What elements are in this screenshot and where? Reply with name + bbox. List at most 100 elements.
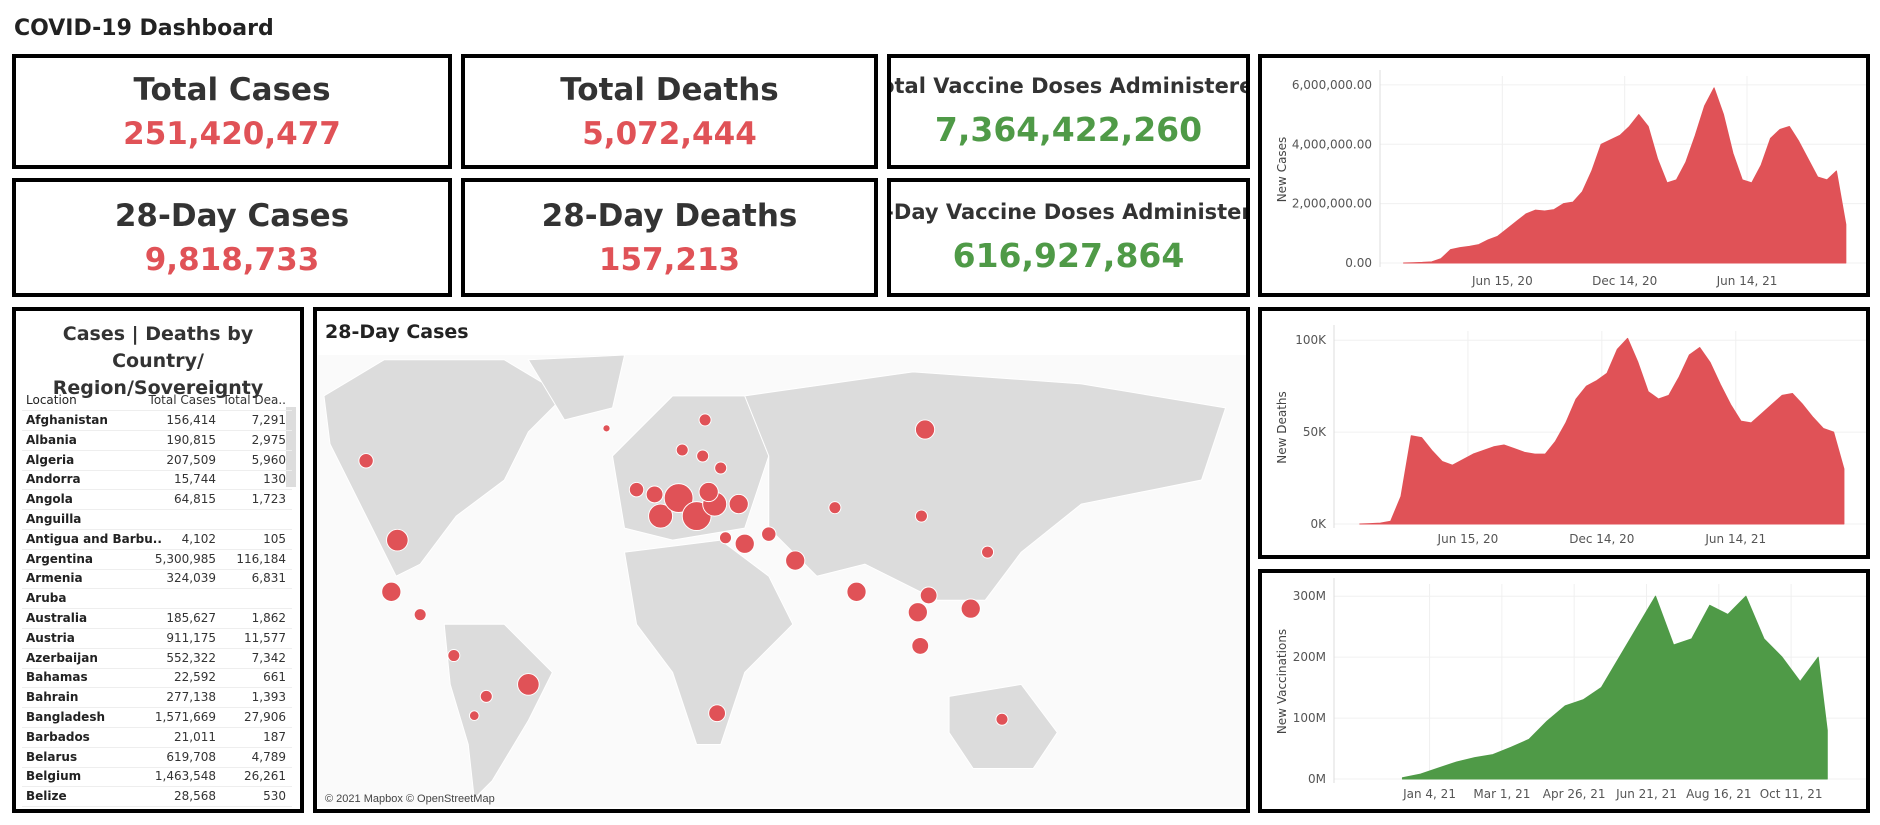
bubble[interactable] (914, 419, 936, 440)
table-cell: 5,960 (251, 452, 286, 467)
x-tick-label: Jun 14, 21 (1704, 532, 1766, 546)
bubble[interactable] (719, 531, 732, 545)
table-cell: 7,291 (251, 413, 286, 427)
table-cell: 116,184 (236, 551, 286, 566)
table-cell: 207,509 (166, 452, 216, 467)
bubble[interactable] (648, 503, 674, 529)
table-cell: Andorra (26, 472, 81, 487)
kpi-card: Total Cases 251,420,477 (12, 54, 452, 169)
table-cell: 277,138 (166, 690, 216, 705)
table-cell: 156,414 (166, 413, 216, 427)
kpi-value: 7,364,422,260 (934, 110, 1203, 149)
table-cell: 911,175 (166, 630, 216, 645)
bubble[interactable] (907, 602, 928, 623)
table-cell: 26,261 (244, 769, 286, 784)
table-row[interactable]: Algeria 207,509 5,960 (22, 450, 292, 471)
bubble[interactable] (479, 689, 493, 703)
table-row[interactable]: Belarus 619,708 4,789 (22, 747, 292, 768)
bubble[interactable] (696, 449, 710, 463)
bubble[interactable] (960, 598, 981, 619)
table-row[interactable]: Andorra 15,744 130 (22, 469, 292, 491)
continent (623, 539, 794, 745)
bubble[interactable] (386, 528, 409, 552)
table-row[interactable]: Antigua and Barbu.. 4,102 105 (22, 529, 292, 550)
bubble[interactable] (358, 453, 374, 469)
table-cell: Antigua and Barbu.. (26, 531, 162, 546)
table-row[interactable]: Bangladesh 1,571,669 27,906 (22, 707, 292, 728)
table-cell: Bahamas (26, 670, 88, 685)
table-row[interactable]: Aruba (22, 588, 292, 610)
table-cell: Australia (26, 611, 88, 625)
bubble[interactable] (698, 413, 712, 427)
bubble[interactable] (728, 493, 749, 515)
continent (948, 683, 1058, 770)
table-row[interactable]: Armenia 324,039 6,831 (22, 568, 292, 590)
table-cell: Austria (26, 630, 75, 645)
table-row[interactable]: Australia 185,627 1,862 (22, 608, 292, 629)
bubble[interactable] (628, 481, 645, 498)
table-row[interactable]: Anguilla (22, 509, 292, 530)
bubble[interactable] (846, 581, 867, 602)
y-tick-label: 2,000,000.00 (1292, 197, 1372, 211)
bubble[interactable] (914, 509, 928, 523)
bubble[interactable] (911, 637, 930, 655)
table-cell: 7,342 (251, 650, 286, 665)
bubble[interactable] (995, 712, 1009, 726)
table-cell: 5,300,985 (154, 551, 216, 566)
table-row[interactable]: Barbados 21,011 187 (22, 727, 292, 748)
bubble[interactable] (761, 526, 777, 542)
y-tick-label: 200M (1293, 650, 1326, 664)
table-cell: Albania (26, 432, 77, 447)
y-tick-label: 300M (1293, 589, 1326, 603)
scrollbar[interactable] (286, 407, 296, 487)
table-cell: 187 (263, 729, 286, 744)
table-row[interactable]: Belgium 1,463,548 26,261 (22, 766, 292, 788)
table-row[interactable]: Albania 190,815 2,975 (22, 430, 292, 451)
table-row[interactable]: Angola 64,815 1,723 (22, 489, 292, 511)
table-row[interactable]: Belize 28,568 530 (22, 786, 292, 808)
table-row[interactable]: Azerbaijan 552,322 7,342 (22, 648, 292, 669)
table-cell: 4,789 (251, 749, 286, 764)
table-cell: 64,815 (174, 492, 216, 507)
bubble[interactable] (675, 443, 689, 457)
bubble[interactable] (919, 586, 938, 605)
bubble[interactable] (447, 649, 461, 663)
table-cell: Belgium (26, 769, 82, 784)
table-cell: Azerbaijan (26, 650, 98, 665)
table-row[interactable]: Argentina 5,300,985 116,184 (22, 549, 292, 570)
table-cell: Angola (26, 492, 73, 507)
y-tick-label: 6,000,000.00 (1292, 78, 1372, 92)
bubble[interactable] (468, 710, 480, 721)
area (1359, 337, 1845, 525)
table-row[interactable]: Bahrain 277,138 1,393 (22, 687, 292, 709)
y-tick-label: 100K (1295, 333, 1327, 347)
table-cell: 21,011 (174, 729, 216, 744)
bubble[interactable] (517, 673, 540, 696)
bubble[interactable] (381, 581, 402, 602)
bubble[interactable] (828, 501, 842, 515)
table-row[interactable]: Bahamas 22,592 661 (22, 667, 292, 689)
table-cell: Afghanistan (26, 413, 108, 427)
bubble[interactable] (981, 545, 995, 559)
y-tick-label: 0.00 (1345, 256, 1372, 270)
bubble[interactable] (602, 424, 611, 433)
bubble[interactable] (698, 481, 719, 503)
bubble[interactable] (663, 483, 694, 513)
map-panel: 28-Day Cases (313, 307, 1250, 813)
x-tick-label: Jun 15, 20 (1471, 274, 1533, 288)
bubble[interactable] (708, 704, 726, 723)
bubble[interactable] (413, 608, 427, 622)
bubble[interactable] (714, 461, 728, 475)
bubble[interactable] (645, 485, 664, 504)
bubble[interactable] (785, 550, 806, 571)
table-cell: Belize (26, 789, 67, 804)
table-row[interactable]: Austria 911,175 11,577 (22, 628, 292, 649)
continent (527, 355, 626, 421)
table-row[interactable]: Afghanistan 156,414 7,291 (22, 410, 292, 431)
kpi-label: Total Cases (133, 71, 331, 108)
x-tick-label: Jun 15, 20 (1437, 532, 1499, 546)
chart-panel: 0.00 2,000,000.00 4,000,000.00 6,000,000.00… (1258, 54, 1870, 297)
bubble[interactable] (734, 533, 755, 554)
x-tick-label: Dec 14, 20 (1592, 274, 1657, 288)
